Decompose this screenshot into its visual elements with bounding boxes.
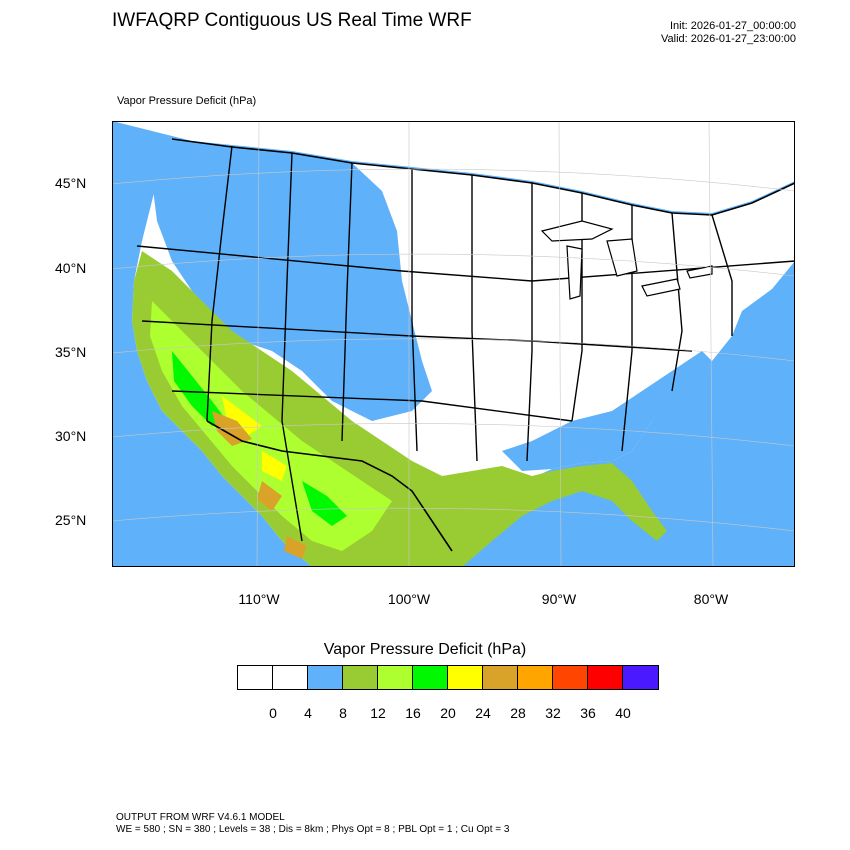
map-panel xyxy=(112,121,795,567)
colorbar-box-0 xyxy=(238,666,273,689)
colorbar-tick-label: 36 xyxy=(580,705,596,721)
colorbar-tick-label: 40 xyxy=(615,705,631,721)
colorbar-box-1 xyxy=(273,666,308,689)
variable-label: Vapor Pressure Deficit (hPa) xyxy=(117,95,257,107)
lon-label-80w: 80°W xyxy=(693,591,729,607)
colorbar-tick-label: 24 xyxy=(475,705,491,721)
us-mexico-border xyxy=(206,420,453,552)
colorbar-box-3 xyxy=(343,666,378,689)
lon-label-90w: 90°W xyxy=(541,591,577,607)
colorbar-tick-label: 32 xyxy=(545,705,561,721)
vpd-4-8-southeast xyxy=(502,351,712,471)
colorbar-box-6 xyxy=(448,666,483,689)
colorbar-tick-label: 28 xyxy=(510,705,526,721)
vpd-16-20 xyxy=(172,351,347,526)
lat-label-45: 45°N xyxy=(55,175,87,191)
colorbar-box-9 xyxy=(553,666,588,689)
footer-config: WE = 580 ; SN = 380 ; Levels = 38 ; Dis … xyxy=(116,824,510,835)
vpd-4-8-west xyxy=(152,139,432,421)
map-border xyxy=(112,121,795,567)
footer-model: OUTPUT FROM WRF V4.6.1 MODEL xyxy=(116,812,285,823)
graticule xyxy=(112,121,795,567)
colorbar-tick-label: 0 xyxy=(269,705,277,721)
colorbar xyxy=(237,665,659,690)
colorbar-title: Vapor Pressure Deficit (hPa) xyxy=(323,641,527,658)
colorbar-tick-label: 16 xyxy=(405,705,421,721)
init-time: Init: 2026-01-27_00:00:00 xyxy=(670,20,796,32)
colorbar-tick-label: 12 xyxy=(370,705,386,721)
vpd-20-24 xyxy=(222,396,287,481)
vpd-24-28 xyxy=(212,411,307,559)
colorbar-box-10 xyxy=(588,666,623,689)
lat-label-35: 35°N xyxy=(55,344,87,360)
lat-label-30: 30°N xyxy=(55,428,87,444)
colorbar-tick-label: 8 xyxy=(339,705,347,721)
lon-label-110w: 110°W xyxy=(238,591,280,607)
us-canada-border xyxy=(171,138,795,216)
colorbar-box-4 xyxy=(378,666,413,689)
colorbar-box-11 xyxy=(623,666,658,689)
state-borders xyxy=(136,145,795,542)
colorbar-box-7 xyxy=(483,666,518,689)
colorbar-box-5 xyxy=(413,666,448,689)
plot-title: IWFAQRP Contiguous US Real Time WRF xyxy=(112,10,472,31)
colorbar-box-2 xyxy=(308,666,343,689)
lon-label-100w: 100°W xyxy=(387,591,431,607)
colorbar-tick-label: 4 xyxy=(304,705,312,721)
canada-land xyxy=(112,121,795,213)
lat-label-40: 40°N xyxy=(55,260,87,276)
colorbar-tick-label: 20 xyxy=(440,705,456,721)
colorbar-box-8 xyxy=(518,666,553,689)
lat-label-25: 25°N xyxy=(55,512,87,528)
valid-time: Valid: 2026-01-27_23:00:00 xyxy=(661,33,796,45)
